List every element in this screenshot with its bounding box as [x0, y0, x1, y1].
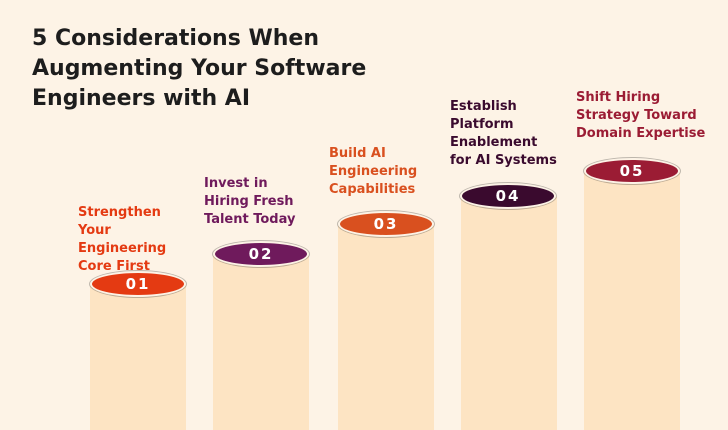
step-2-column: [213, 255, 309, 430]
step-5-badge: 05: [586, 160, 678, 182]
step-3-column: [338, 225, 434, 430]
step-3-badge: 03: [340, 213, 432, 235]
step-2-badge: 02: [215, 243, 307, 265]
step-1-badge: 01: [92, 273, 184, 295]
step-4-label: Establish Platform Enablement for AI Sys…: [450, 99, 557, 168]
step-1-column: [90, 285, 186, 430]
step-3-label: Build AI Engineering Capabilities: [329, 146, 418, 197]
step-5-column: [584, 172, 680, 430]
diagram-title: 5 Considerations When Augmenting Your So…: [32, 26, 367, 111]
step-4-badge: 04: [462, 185, 554, 207]
step-5-label: Shift Hiring Strategy Toward Domain Expe…: [576, 90, 706, 141]
step-2-label: Invest in Hiring Fresh Talent Today: [204, 176, 296, 227]
step-4-column: [461, 197, 557, 430]
step-1-label: Strengthen Your Engineering Core First: [78, 205, 167, 274]
